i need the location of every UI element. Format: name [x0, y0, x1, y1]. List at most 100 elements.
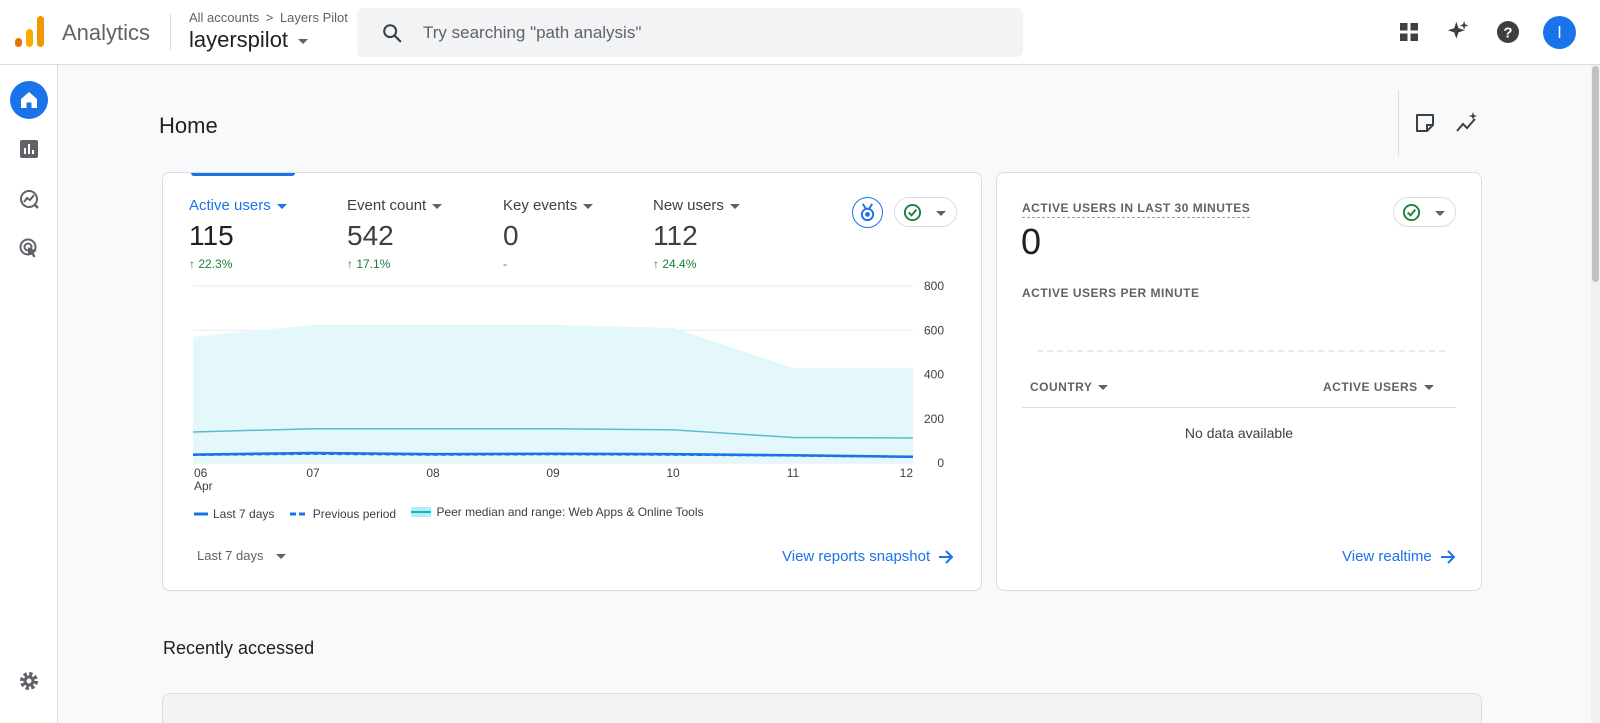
tab-indicator — [191, 173, 295, 176]
metric-label: New users — [653, 197, 724, 214]
per-minute-bars — [1037, 350, 1445, 352]
y-tick-label: 600 — [924, 323, 944, 337]
analytics-logo-icon[interactable] — [15, 16, 45, 48]
account-avatar[interactable]: l — [1543, 16, 1576, 49]
date-range-selector[interactable]: Last 7 days — [197, 548, 286, 563]
chart-legend: Last 7 days Previous period Peer median … — [194, 505, 716, 521]
legend-item-previous: Previous period — [289, 507, 396, 521]
realtime-card: ACTIVE USERS IN LAST 30 MINUTES 0 ACTIVE… — [996, 172, 1482, 591]
breadcrumb-account[interactable]: Layers Pilot — [279, 10, 348, 25]
legend-swatch-band — [411, 507, 432, 517]
advertising-icon — [19, 238, 37, 258]
y-tick-label: 0 — [937, 456, 944, 470]
benchmark-button[interactable] — [852, 197, 883, 228]
legend-item-peer: Peer median and range: Web Apps & Online… — [411, 505, 704, 519]
metric-label: Event count — [347, 197, 427, 214]
legend-item-current: Last 7 days — [194, 507, 274, 521]
overview-card: Active users 115 ↑ 22.3% Event count 542… — [162, 172, 982, 591]
chevron-down-icon — [275, 554, 286, 560]
metric-value: 542 — [347, 220, 394, 251]
chevron-down-icon — [936, 211, 946, 216]
svg-text:?: ? — [1503, 25, 1512, 42]
x-tick-label: 08 — [426, 466, 440, 480]
metric-change: ↑ 17.1% — [347, 257, 391, 271]
per-minute-label: ACTIVE USERS PER MINUTE — [1022, 286, 1200, 300]
x-tick-label: 09 — [546, 466, 560, 480]
property-name: layerspilot — [189, 27, 289, 52]
legend-swatch-solid — [194, 512, 208, 516]
metric-tab-active-users[interactable]: Active users 115 ↑ 22.3% — [189, 197, 287, 271]
metric-tab-event-count[interactable]: Event count 542 ↑ 17.1% — [347, 197, 443, 271]
help-icon[interactable]: ? — [1496, 20, 1520, 44]
realtime-title[interactable]: ACTIVE USERS IN LAST 30 MINUTES — [1022, 201, 1251, 218]
arrow-right-icon — [1440, 550, 1456, 564]
home-icon — [21, 92, 37, 108]
view-realtime-link[interactable]: View realtime — [1342, 548, 1456, 565]
arrow-right-icon — [939, 550, 954, 564]
date-range-label: Last 7 days — [197, 548, 264, 563]
x-tick-label: 06 — [194, 466, 208, 480]
nav-admin[interactable] — [10, 662, 48, 700]
chevron-down-icon — [298, 38, 309, 44]
arrow-up-icon: ↑ — [347, 257, 357, 271]
overview-chart: 800 600 400 200 0 06 07 08 09 10 11 12 Apr — [192, 279, 944, 493]
metric-value: 112 — [653, 220, 698, 251]
x-tick-label: 07 — [306, 466, 320, 480]
y-tick-label: 400 — [924, 368, 944, 382]
chevron-down-icon — [1423, 385, 1434, 391]
apps-grid-icon[interactable] — [1397, 20, 1421, 44]
column-header-active-users[interactable]: ACTIVE USERS — [1323, 380, 1434, 394]
metric-change: ↑ 22.3% — [189, 257, 233, 271]
x-tick-label: 12 — [900, 466, 914, 480]
nav-reports[interactable] — [10, 130, 48, 168]
metric-change: ↑ 24.4% — [653, 257, 697, 271]
view-reports-snapshot-link[interactable]: View reports snapshot — [782, 548, 954, 565]
left-nav — [0, 65, 58, 723]
metric-label: Active users — [189, 197, 271, 214]
divider — [1022, 407, 1456, 408]
breadcrumb-root[interactable]: All accounts — [189, 10, 260, 25]
divider — [1398, 90, 1399, 156]
chevron-down-icon — [1435, 211, 1445, 216]
peer-range-band — [193, 324, 913, 463]
metric-tab-key-events[interactable]: Key events 0 - — [503, 197, 594, 271]
admin-gear-icon — [20, 672, 38, 690]
nav-advertising[interactable] — [10, 229, 48, 267]
insights-sparkline-icon[interactable] — [1455, 111, 1479, 135]
search-icon — [383, 24, 402, 43]
nav-explore[interactable] — [10, 180, 48, 218]
search-bar[interactable] — [357, 8, 1023, 57]
peer-median-line — [192, 427, 914, 439]
app-title: Analytics — [62, 20, 151, 45]
column-header-country[interactable]: COUNTRY — [1030, 380, 1109, 394]
arrow-up-icon: ↑ — [653, 257, 663, 271]
series-last-7-days — [192, 451, 914, 459]
y-tick-label: 200 — [924, 412, 944, 426]
divider — [170, 14, 171, 50]
data-quality-pill[interactable] — [894, 197, 957, 227]
y-tick-label: 800 — [924, 279, 944, 293]
check-circle-icon — [1402, 203, 1421, 222]
scrollbar[interactable] — [1591, 65, 1600, 723]
search-input[interactable] — [423, 21, 983, 45]
property-selector[interactable]: layerspilot — [189, 27, 309, 53]
chevron-down-icon — [729, 203, 740, 209]
metric-label: Key events — [503, 197, 578, 214]
x-tick-label: 10 — [666, 466, 680, 480]
breadcrumb[interactable]: All accounts > Layers Pilot — [189, 10, 348, 25]
reports-icon — [20, 140, 38, 158]
metric-value: 115 — [189, 220, 234, 251]
chevron-down-icon — [432, 203, 443, 209]
recently-accessed-title: Recently accessed — [163, 638, 315, 658]
sparkle-icon[interactable] — [1447, 20, 1471, 44]
scrollbar-thumb[interactable] — [1592, 66, 1599, 282]
chevron-down-icon — [276, 203, 287, 209]
arrow-up-icon: ↑ — [189, 257, 199, 271]
explore-icon — [20, 190, 39, 209]
metric-tab-new-users[interactable]: New users 112 ↑ 24.4% — [653, 197, 740, 271]
data-quality-pill[interactable] — [1393, 197, 1456, 227]
chevron-down-icon — [583, 203, 594, 209]
insights-note-icon[interactable] — [1413, 111, 1437, 135]
x-tick-label: 11 — [787, 466, 800, 480]
nav-home[interactable] — [10, 81, 48, 119]
